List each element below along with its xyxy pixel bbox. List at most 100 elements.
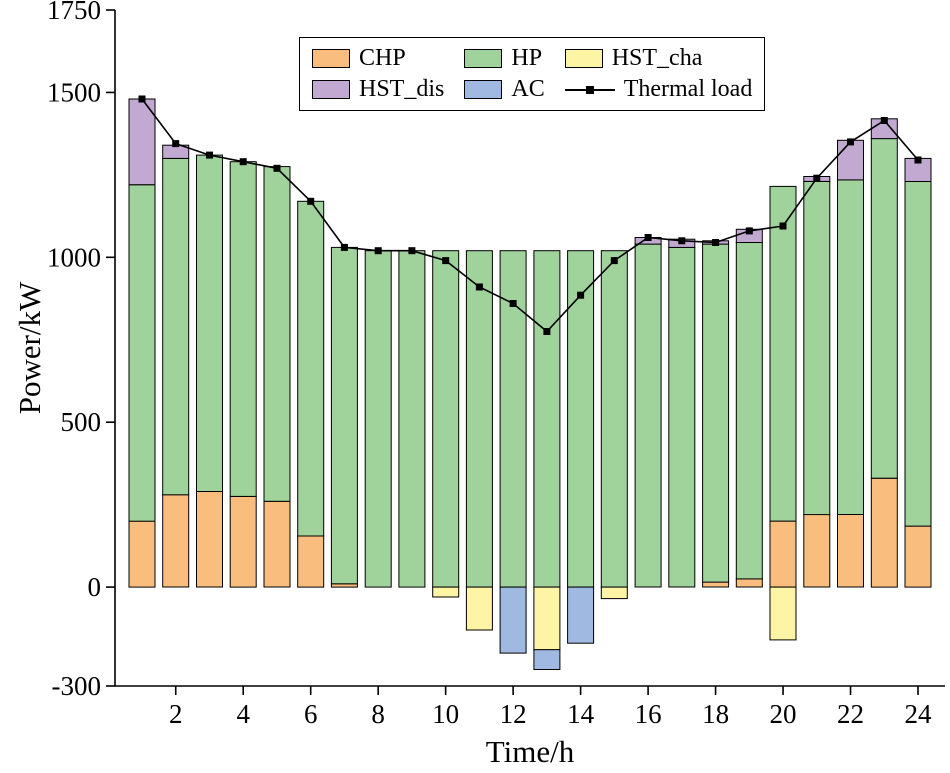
bar-hst_cha-h20 bbox=[769, 586, 797, 641]
legend-line-marker bbox=[585, 85, 594, 94]
thermal-load-marker-h12 bbox=[509, 300, 517, 307]
bar-hp-h18 bbox=[702, 243, 730, 583]
x-axis-title: Time/h bbox=[485, 734, 575, 769]
thermal-load-marker-h20 bbox=[779, 222, 787, 230]
bar-hst_cha-h10 bbox=[432, 586, 460, 598]
bar-hp-h1 bbox=[128, 184, 156, 522]
bar-ac-h12 bbox=[499, 586, 527, 654]
bar-hp-h22 bbox=[837, 179, 864, 516]
bar-chp-h2 bbox=[162, 494, 190, 588]
chp-color-swatch bbox=[312, 48, 350, 68]
x-tick-label: 20 bbox=[770, 699, 797, 729]
thermal-load-marker-h1 bbox=[138, 95, 146, 103]
bar-hp-h8 bbox=[364, 250, 392, 588]
x-tick-label: 16 bbox=[635, 699, 662, 729]
x-tick-label: 18 bbox=[702, 699, 729, 729]
ac-color-swatch bbox=[464, 80, 503, 100]
thermal-load-line-swatch bbox=[564, 80, 615, 99]
bar-hp-h10 bbox=[432, 250, 460, 588]
legend-item-chp: CHP bbox=[312, 45, 444, 71]
bar-hp-h3 bbox=[196, 154, 223, 492]
legend-item-hst_cha: HST_cha bbox=[564, 45, 753, 71]
x-tick-label: 4 bbox=[236, 699, 250, 729]
bar-hp-h20 bbox=[769, 185, 797, 522]
y-tick-label: 500 bbox=[61, 407, 102, 437]
legend-item-hp: HP bbox=[464, 45, 544, 71]
bar-chp-h1 bbox=[128, 520, 156, 588]
bar-chp-h24 bbox=[904, 525, 932, 588]
bar-hp-h23 bbox=[870, 138, 898, 479]
thermal-load-marker-h11 bbox=[475, 283, 483, 291]
bar-chp-h3 bbox=[196, 490, 223, 588]
bar-series-hp bbox=[128, 138, 932, 588]
y-axis-title: Power/kW bbox=[12, 281, 47, 415]
legend-item-thermal-load: Thermal load bbox=[564, 76, 753, 103]
bar-chp-h19 bbox=[735, 578, 763, 588]
thermal-load-marker-h18 bbox=[712, 239, 720, 246]
bar-hp-h14 bbox=[567, 250, 595, 588]
thermal-load-marker-h14 bbox=[577, 291, 585, 299]
thermal-load-marker-h9 bbox=[408, 247, 416, 255]
bar-hp-h4 bbox=[229, 161, 257, 497]
thermal-load-marker-h15 bbox=[610, 257, 618, 265]
legend-label: CHP bbox=[359, 45, 406, 71]
chart-legend: CHP HP HST_cha HST_dis AC Thermal load bbox=[299, 37, 766, 111]
thermal-load-marker-h16 bbox=[644, 234, 652, 241]
bar-hst_cha-h15 bbox=[600, 586, 628, 600]
thermal-load-marker-h8 bbox=[374, 247, 382, 255]
legend-label: HST_dis bbox=[359, 76, 445, 103]
x-tick-label: 12 bbox=[500, 699, 527, 729]
legend-label: HP bbox=[511, 45, 543, 71]
thermal-load-marker-h24 bbox=[914, 156, 922, 164]
x-tick-label: 22 bbox=[837, 699, 864, 729]
bar-ac-h14 bbox=[567, 586, 595, 644]
bar-hp-h2 bbox=[162, 157, 190, 496]
x-tick-label: 14 bbox=[567, 699, 595, 729]
x-tick-label: 8 bbox=[371, 699, 385, 729]
bar-chp-h5 bbox=[263, 500, 291, 588]
bar-series-ac bbox=[499, 586, 595, 671]
thermal-load-marker-h2 bbox=[172, 140, 180, 148]
legend-item-ac: AC bbox=[464, 76, 545, 102]
thermal-load-marker-h7 bbox=[340, 243, 348, 251]
bar-hp-h13 bbox=[533, 250, 561, 588]
x-tick-label: 24 bbox=[905, 699, 933, 729]
x-tick-label: 2 bbox=[169, 699, 183, 729]
thermal-load-marker-h5 bbox=[273, 164, 281, 172]
thermal-load-marker-h10 bbox=[442, 257, 450, 265]
legend-label: Thermal load bbox=[623, 76, 753, 103]
bar-chp-h6 bbox=[297, 535, 325, 588]
bars-group bbox=[128, 98, 932, 671]
thermal-load-marker-h21 bbox=[813, 174, 821, 182]
hst_cha-color-swatch bbox=[564, 48, 603, 68]
legend-label: HST_cha bbox=[611, 45, 703, 71]
x-tick-label: 6 bbox=[304, 699, 318, 729]
x-tick-label: 10 bbox=[432, 699, 459, 729]
bar-hp-h7 bbox=[330, 246, 358, 585]
thermal-load-marker-h3 bbox=[206, 151, 213, 159]
bar-hp-h21 bbox=[803, 181, 831, 516]
thermal-load-line bbox=[141, 98, 919, 333]
thermal-load-marker-h6 bbox=[307, 197, 315, 205]
hp-color-swatch bbox=[464, 48, 503, 68]
hst_dis-color-swatch bbox=[312, 80, 350, 100]
thermal-load-marker-h22 bbox=[847, 138, 854, 146]
bar-chp-h4 bbox=[229, 495, 257, 588]
bar-hp-h24 bbox=[904, 181, 932, 527]
thermal-load-marker-h17 bbox=[678, 237, 686, 245]
thermal-load-marker-h4 bbox=[239, 158, 247, 166]
bar-hp-h6 bbox=[297, 200, 325, 537]
legend-item-hst_dis: HST_dis bbox=[312, 76, 444, 102]
bar-hst_dis-h22 bbox=[837, 139, 864, 181]
bar-chp-h20 bbox=[769, 520, 797, 588]
bar-hp-h16 bbox=[634, 243, 662, 588]
bar-hst_cha-h11 bbox=[465, 586, 493, 631]
bar-chp-h21 bbox=[803, 514, 831, 588]
line-series-thermal-load bbox=[138, 95, 922, 335]
bar-hp-h17 bbox=[668, 246, 696, 588]
bar-hp-h15 bbox=[600, 250, 628, 588]
y-tick-label: 1000 bbox=[47, 242, 101, 272]
